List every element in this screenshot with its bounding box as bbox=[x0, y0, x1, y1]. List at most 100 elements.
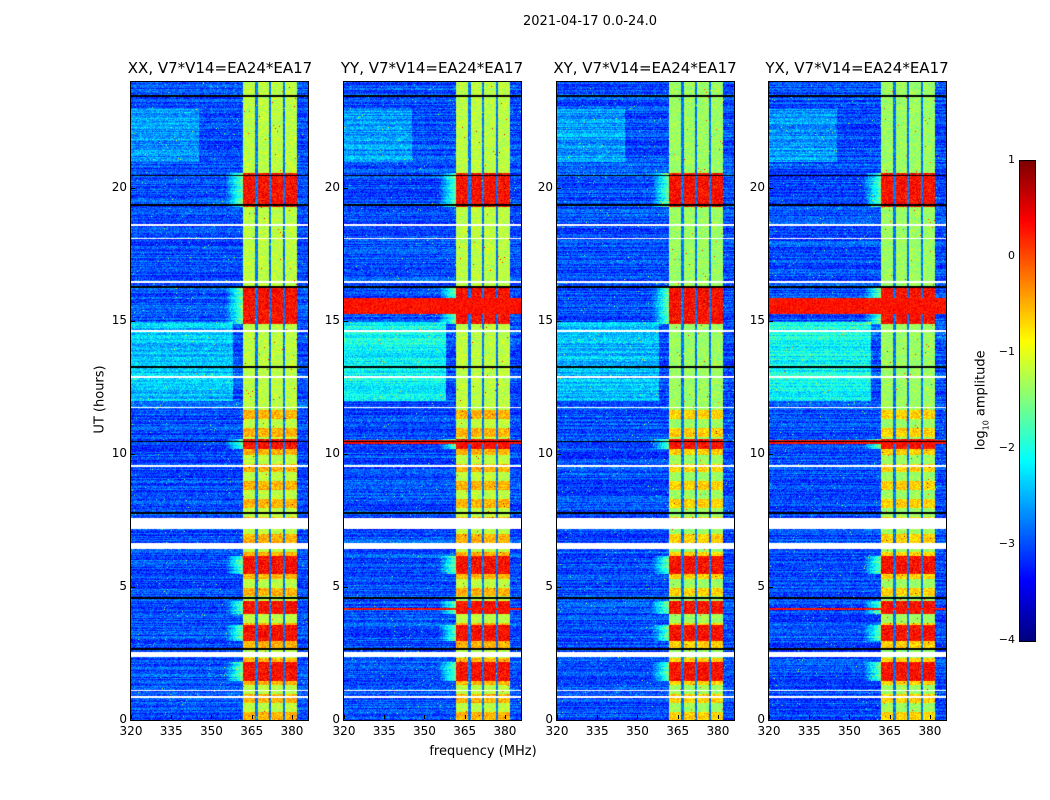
heatmap-yx bbox=[769, 82, 946, 720]
colorbar bbox=[1019, 160, 1036, 642]
y-tick-mark bbox=[131, 188, 135, 190]
y-tick-label: 10 bbox=[111, 446, 127, 461]
x-tick-mark bbox=[557, 715, 558, 719]
x-tick-label: 365 bbox=[666, 724, 690, 738]
y-tick-mark bbox=[769, 587, 773, 589]
y-tick-label: 0 bbox=[332, 712, 340, 726]
y-tick-mark bbox=[131, 321, 135, 323]
y-tick-label: 15 bbox=[324, 313, 340, 328]
x-tick-mark bbox=[849, 715, 851, 719]
colorbar-gradient bbox=[1020, 161, 1035, 641]
x-tick-label: 335 bbox=[372, 724, 396, 738]
y-tick-label: 5 bbox=[757, 579, 765, 594]
x-tick-label: 380 bbox=[918, 724, 942, 738]
y-tick-mark bbox=[769, 454, 773, 456]
y-tick-mark bbox=[557, 587, 561, 589]
x-tick-mark bbox=[929, 715, 931, 719]
heatmap-panel-yx bbox=[768, 81, 947, 721]
x-tick-mark bbox=[464, 715, 466, 719]
y-tick-mark bbox=[557, 321, 561, 323]
y-tick-mark bbox=[344, 587, 348, 589]
y-tick-mark bbox=[344, 454, 348, 456]
y-tick-label: 20 bbox=[537, 180, 553, 195]
x-tick-label: 335 bbox=[159, 724, 183, 738]
figure-title: 2021-04-17 0.0-24.0 bbox=[523, 14, 657, 29]
heatmap-xy bbox=[557, 82, 734, 720]
y-tick-label: 15 bbox=[537, 313, 553, 328]
y-tick-mark bbox=[131, 454, 135, 456]
y-tick-label: 0 bbox=[757, 712, 765, 726]
x-tick-label: 365 bbox=[453, 724, 477, 738]
y-tick-mark bbox=[769, 321, 773, 323]
y-tick-mark bbox=[131, 587, 135, 589]
x-tick-mark bbox=[637, 715, 639, 719]
x-tick-label: 380 bbox=[280, 724, 304, 738]
x-tick-label: 320 bbox=[757, 724, 781, 738]
panel-title-xx: XX, V7*V14=EA24*EA17 bbox=[127, 59, 313, 77]
x-tick-mark bbox=[504, 715, 506, 719]
x-tick-mark bbox=[211, 715, 213, 719]
y-tick-label: 10 bbox=[537, 446, 553, 461]
x-tick-label: 350 bbox=[200, 724, 223, 738]
x-tick-label: 350 bbox=[626, 724, 649, 738]
y-axis-label: UT (hours) bbox=[92, 365, 108, 434]
x-tick-label: 380 bbox=[706, 724, 730, 738]
y-tick-label: 20 bbox=[749, 180, 765, 195]
x-tick-label: 365 bbox=[878, 724, 902, 738]
colorbar-label-sub: 10 bbox=[981, 420, 991, 431]
colorbar-label-rest: amplitude bbox=[973, 350, 989, 421]
y-tick-mark bbox=[769, 720, 773, 721]
y-tick-label: 20 bbox=[324, 180, 340, 195]
x-tick-mark bbox=[769, 715, 770, 719]
colorbar-tick-label: 0 bbox=[1008, 249, 1015, 262]
y-tick-mark bbox=[557, 188, 561, 190]
x-tick-label: 350 bbox=[838, 724, 861, 738]
x-tick-mark bbox=[597, 715, 599, 719]
x-tick-label: 365 bbox=[240, 724, 264, 738]
y-tick-label: 20 bbox=[111, 180, 127, 195]
panel-title-yy: YY, V7*V14=EA24*EA17 bbox=[340, 59, 524, 77]
x-tick-label: 335 bbox=[585, 724, 609, 738]
x-tick-mark bbox=[384, 715, 386, 719]
x-tick-mark bbox=[344, 715, 345, 719]
y-tick-mark bbox=[131, 720, 135, 721]
x-tick-mark bbox=[131, 715, 132, 719]
heatmap-yy bbox=[344, 82, 521, 720]
panel-title-xy: XY, V7*V14=EA24*EA17 bbox=[553, 59, 737, 77]
x-tick-label: 380 bbox=[493, 724, 517, 738]
x-tick-mark bbox=[889, 715, 891, 719]
y-tick-label: 15 bbox=[111, 313, 127, 328]
x-tick-mark bbox=[251, 715, 253, 719]
x-tick-mark bbox=[717, 715, 719, 719]
x-tick-mark bbox=[424, 715, 426, 719]
x-tick-mark bbox=[291, 715, 293, 719]
colorbar-tick-label: −1 bbox=[998, 345, 1015, 358]
y-tick-label: 15 bbox=[749, 313, 765, 328]
y-tick-label: 5 bbox=[332, 579, 340, 594]
x-tick-label: 350 bbox=[413, 724, 436, 738]
x-tick-label: 320 bbox=[119, 724, 143, 738]
heatmap-xx bbox=[131, 82, 308, 720]
x-tick-mark bbox=[809, 715, 811, 719]
x-tick-mark bbox=[677, 715, 679, 719]
y-tick-label: 5 bbox=[119, 579, 127, 594]
colorbar-tick-label: −3 bbox=[998, 537, 1015, 550]
x-tick-label: 320 bbox=[545, 724, 569, 738]
y-tick-label: 10 bbox=[749, 446, 765, 461]
heatmap-panel-xy bbox=[556, 81, 735, 721]
colorbar-tick-label: 1 bbox=[1008, 153, 1015, 166]
y-tick-mark bbox=[557, 454, 561, 456]
heatmap-panel-yy bbox=[343, 81, 522, 721]
panel-title-yx: YX, V7*V14=EA24*EA17 bbox=[765, 59, 949, 77]
heatmap-panel-xx bbox=[130, 81, 309, 721]
y-tick-mark bbox=[769, 188, 773, 190]
y-tick-mark bbox=[344, 720, 348, 721]
colorbar-tick-label: −4 bbox=[998, 633, 1015, 646]
y-tick-label: 5 bbox=[545, 579, 553, 594]
y-tick-mark bbox=[344, 321, 348, 323]
x-tick-mark bbox=[171, 715, 173, 719]
x-axis-label: frequency (MHz) bbox=[429, 744, 537, 759]
y-tick-label: 0 bbox=[545, 712, 553, 726]
y-tick-mark bbox=[344, 188, 348, 190]
colorbar-tick-label: −2 bbox=[998, 441, 1015, 454]
